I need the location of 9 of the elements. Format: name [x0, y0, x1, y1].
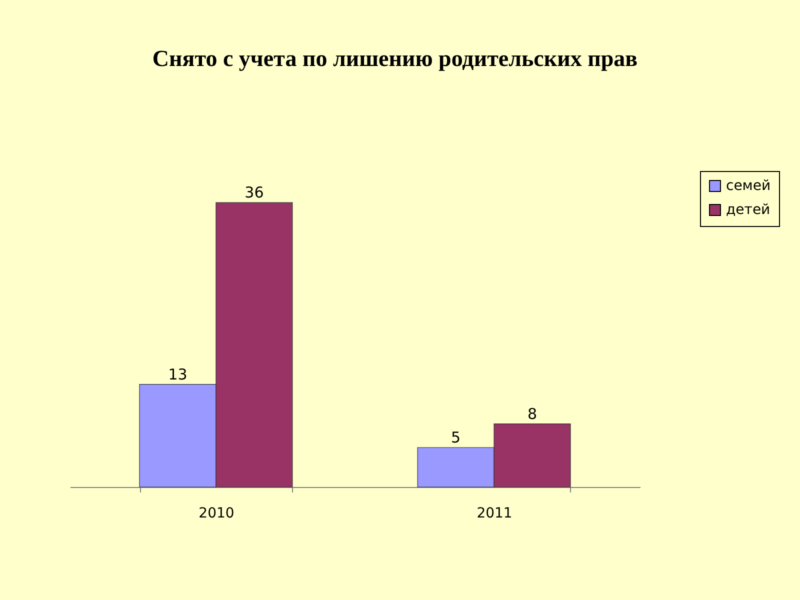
chart-title: Снято с учета по лишению родительских прав: [152, 46, 638, 71]
data-label: 36: [244, 184, 264, 202]
data-label: 5: [451, 428, 461, 446]
legend-label: детей: [726, 202, 770, 218]
data-label: 13: [168, 365, 188, 384]
data-label: 8: [527, 404, 538, 423]
legend-label: семей: [726, 178, 771, 194]
x-tick-label: 2011: [476, 506, 512, 522]
x-tick-label: 2010: [198, 506, 234, 522]
